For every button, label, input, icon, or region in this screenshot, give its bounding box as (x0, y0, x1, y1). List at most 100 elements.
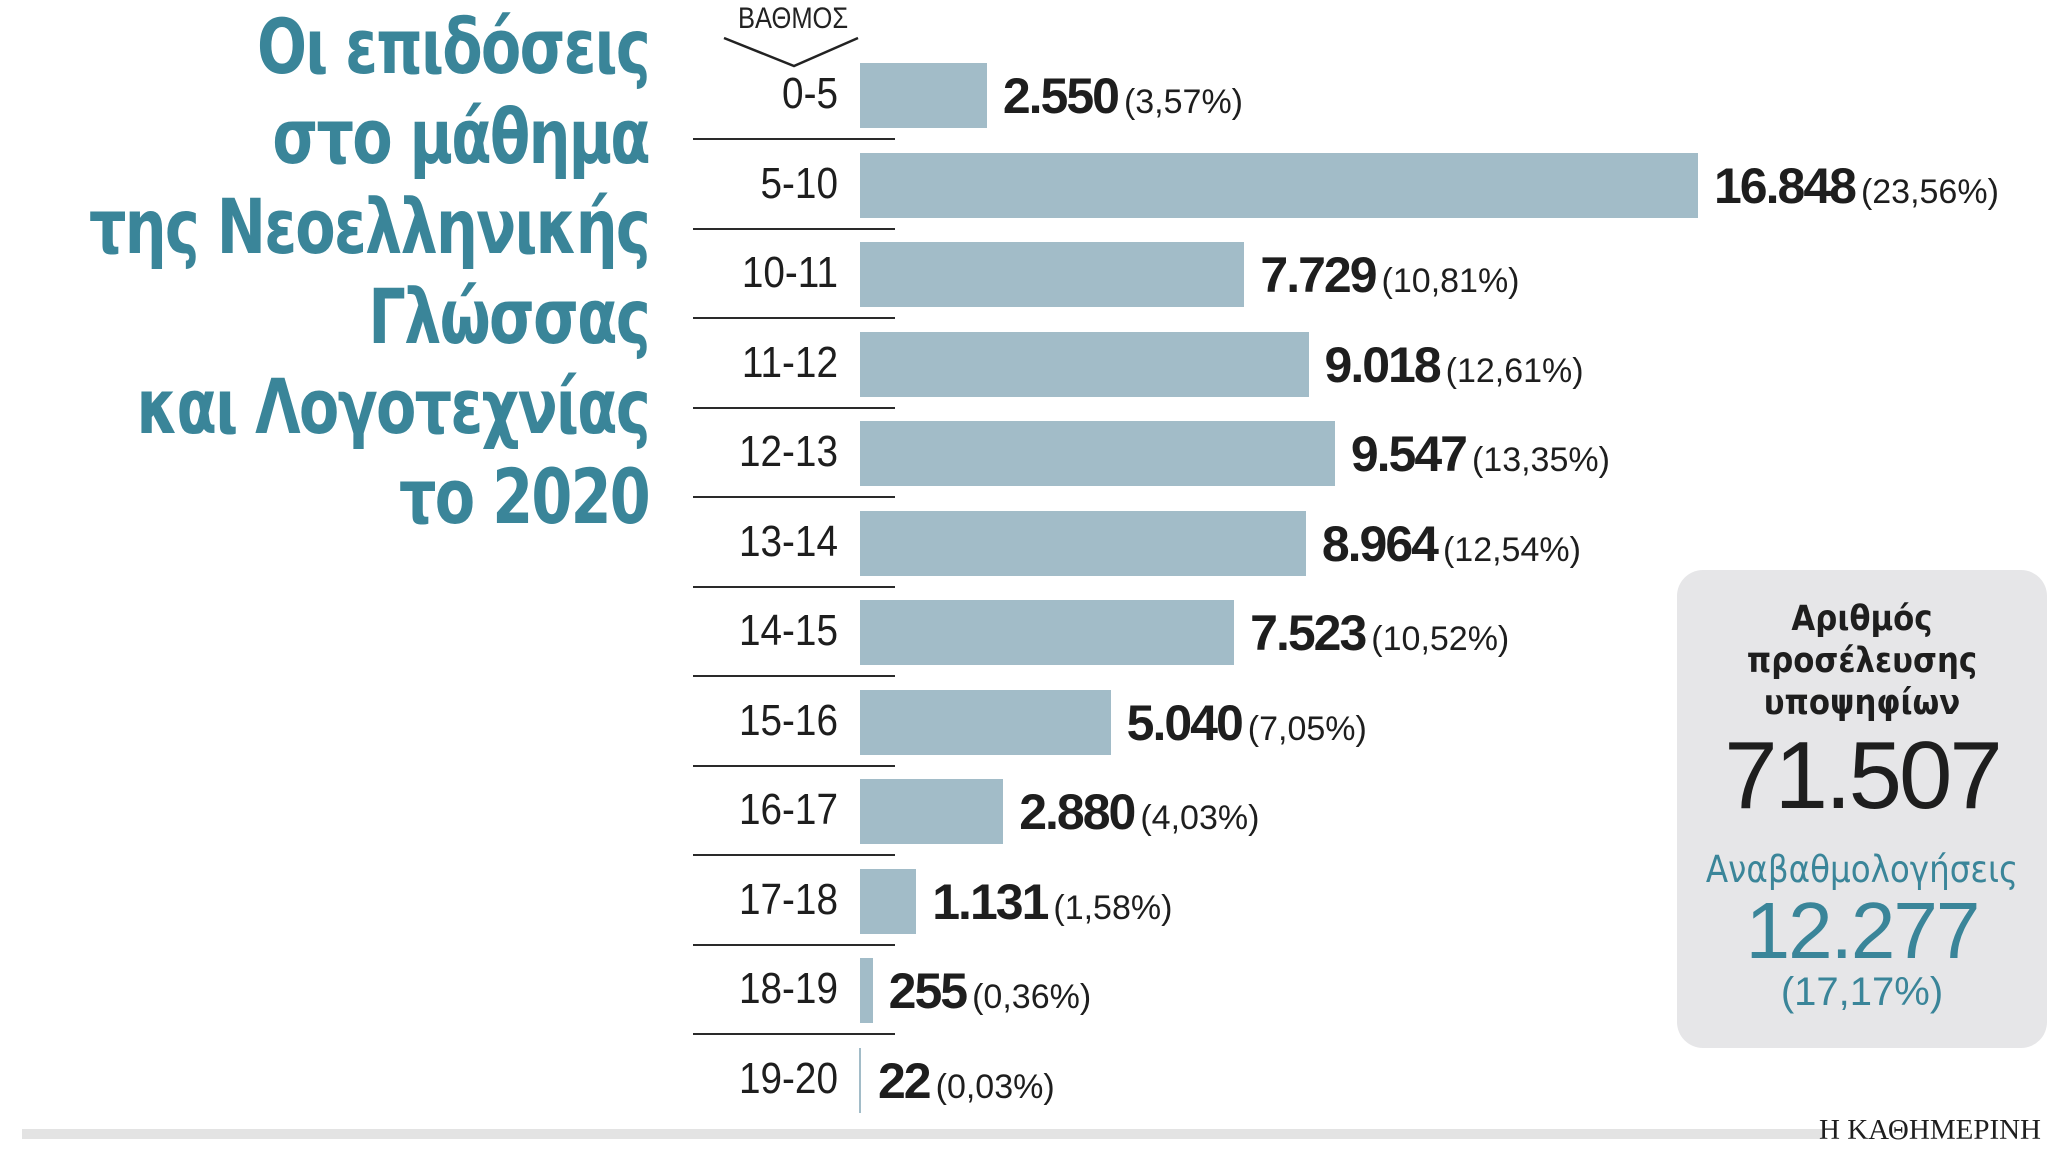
bar (860, 779, 1004, 844)
chart-row: 15-16 5.040 (7,05%) (0, 678, 2047, 768)
count-value: 7.729 (1260, 247, 1377, 303)
value-label: 8.964 (12,54%) (1322, 515, 1581, 573)
title-line: στο μάθημα (272, 92, 650, 181)
count-value: 2.550 (1002, 68, 1120, 124)
title-line: και Λογοτεχνίας (136, 362, 650, 451)
chart-row: 12-13 9.547 (13,35%) (0, 409, 2047, 499)
axis-category-label: ΒΑΘΜΟΣ (738, 2, 849, 35)
regrades-label: Αναβαθμολογήσεις (1705, 848, 2019, 891)
percent-value: (3,57%) (1123, 83, 1244, 121)
percent-value: (23,56%) (1860, 172, 1999, 211)
percent-value: (12,61%) (1445, 351, 1584, 390)
count-value: 16.848 (1714, 157, 1857, 214)
grade-label: 13-14 (738, 516, 838, 566)
row-divider (693, 675, 895, 677)
value-label: 2.880 (4,03%) (1019, 783, 1259, 841)
value-label: 2.550 (3,57%) (1003, 67, 1243, 125)
count-value: 22 (878, 1052, 932, 1109)
chart-row: 13-14 8.964 (12,54%) (0, 499, 2047, 589)
value-label: 9.018 (12,61%) (1325, 336, 1584, 394)
grade-label: 19-20 (738, 1053, 838, 1103)
chart-title: Οι επιδόσεις στο μάθημα της Νεοελληνικής… (0, 2, 651, 542)
chart-row: 0-5 2.550 (3,57%) (0, 51, 2047, 141)
row-divider (693, 406, 895, 409)
bar (860, 958, 873, 1023)
value-label: 22 (0,03%) (878, 1052, 1055, 1110)
title-line: Οι επιδόσεις (256, 2, 651, 91)
row-divider (693, 317, 895, 319)
bar (860, 242, 1245, 307)
grade-label: 11-12 (741, 337, 838, 387)
grade-label: 18-19 (738, 964, 838, 1013)
regrades-value: 12.277 (1745, 886, 1981, 975)
count-value: 255 (888, 963, 968, 1019)
chart-row: 14-15 7.523 (10,52%) (0, 588, 2047, 678)
count-value: 9.547 (1350, 426, 1468, 482)
count-value: 8.964 (1321, 515, 1439, 572)
value-label: 16.848 (23,56%) (1714, 157, 1999, 215)
value-label: 255 (0,36%) (889, 962, 1092, 1020)
summary-box: Αριθμός προσέλευσης υποψηφίων 71.507 Ανα… (1677, 570, 2047, 1048)
title-line: Γλώσσας (368, 272, 650, 361)
grade-label: 5-10 (760, 158, 838, 208)
source-credit: Η ΚΑΘΗΜΕΡΙΝΗ (1819, 1114, 2041, 1146)
percent-value: (7,05%) (1247, 709, 1367, 748)
chart-row: 17-18 1.131 (1,58%) (0, 857, 2047, 947)
grade-label: 16-17 (738, 785, 838, 834)
percent-value: (0,03%) (935, 1067, 1055, 1106)
grade-label: 12-13 (738, 427, 838, 476)
row-divider (693, 585, 895, 588)
count-value: 1.131 (932, 873, 1049, 930)
row-divider (693, 854, 895, 856)
chart-row: 19-20 22 (0,03%) (0, 1036, 2047, 1126)
count-value: 7.523 (1250, 605, 1367, 661)
footer-divider (22, 1129, 1822, 1139)
row-divider (693, 764, 895, 767)
grade-label: 17-18 (738, 874, 838, 924)
attendance-label-line: προσέλευσης (1746, 641, 1978, 681)
regrades-percentage: (17,17%) (1780, 970, 1944, 1014)
grade-label: 14-15 (738, 606, 838, 655)
row-divider (693, 496, 895, 498)
bar (860, 600, 1235, 665)
attendance-value: 71.507 (1724, 722, 2003, 829)
grade-label: 15-16 (738, 695, 838, 745)
percent-value: (1,58%) (1053, 888, 1173, 927)
value-label: 5.040 (7,05%) (1127, 694, 1367, 752)
title-line: της Νεοελληνικής (88, 182, 651, 271)
chevron-down-icon (723, 36, 859, 68)
row-divider (693, 138, 895, 140)
chart-row: 10-11 7.729 (10,81%) (0, 230, 2047, 320)
percent-value: (4,03%) (1140, 799, 1260, 837)
count-value: 2.880 (1019, 784, 1136, 840)
count-value: 5.040 (1126, 694, 1244, 751)
bar (859, 1047, 861, 1113)
title-line: το 2020 (398, 452, 651, 541)
attendance-label-line: υποψηφίων (1763, 683, 1961, 723)
grade-label: 10-11 (741, 248, 838, 297)
chart-row: 18-19 255 (0,36%) (0, 946, 2047, 1036)
percent-value: (10,52%) (1371, 620, 1510, 658)
percent-value: (13,35%) (1471, 441, 1610, 479)
row-divider (693, 1033, 895, 1035)
attendance-label-line: Αριθμός (1791, 599, 1933, 639)
chart-row: 11-12 9.018 (12,61%) (0, 320, 2047, 410)
percent-value: (10,81%) (1381, 262, 1520, 300)
count-value: 9.018 (1324, 336, 1442, 393)
bar (860, 510, 1306, 576)
attendance-label: Αριθμός προσέλευσης υποψηφίων (1699, 598, 2025, 724)
row-divider (693, 227, 895, 230)
grade-label: 0-5 (782, 69, 838, 118)
percent-value: (12,54%) (1442, 530, 1581, 569)
chart-row: 5-10 16.848 (23,56%) (0, 141, 2047, 231)
bar (860, 689, 1111, 755)
bar (860, 63, 987, 128)
bar (860, 868, 917, 934)
value-label: 7.729 (10,81%) (1260, 246, 1519, 304)
value-label: 1.131 (1,58%) (932, 873, 1172, 931)
value-label: 9.547 (13,35%) (1351, 425, 1610, 483)
bar (860, 421, 1335, 486)
bar (860, 152, 1698, 218)
row-divider (693, 943, 895, 946)
value-label: 7.523 (10,52%) (1250, 604, 1509, 662)
